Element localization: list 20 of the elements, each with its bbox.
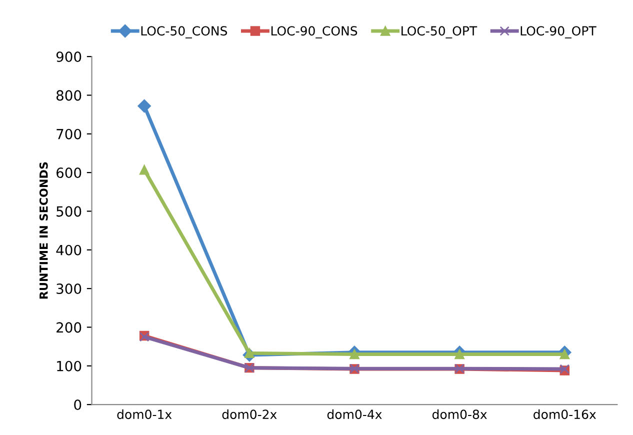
x-tick-label: dom0-1x	[117, 409, 172, 420]
x-tick-label: dom0-8x	[432, 409, 487, 420]
x-tick-label: dom0-16x	[534, 409, 596, 420]
y-tick-label: 400	[56, 244, 82, 256]
y-tick-label: 300	[56, 284, 82, 294]
y-tick-label: 800	[56, 90, 82, 101]
y-tick-label: 0	[74, 400, 82, 410]
legend-label: LOC-90_OPT	[520, 26, 596, 38]
y-tick-label: 900	[56, 52, 82, 62]
y-tick-label: 500	[56, 206, 82, 217]
y-tick-label: 100	[57, 360, 82, 372]
y-tick-label: 200	[56, 322, 82, 333]
legend-label: LOC-90_CONS	[271, 26, 358, 38]
x-tick-label: dom0-2x	[222, 409, 277, 420]
y-tick-label: 600	[56, 168, 82, 178]
legend-label: LOC-50_OPT	[402, 26, 478, 38]
x-tick-label: dom0-4x	[327, 409, 382, 420]
y-tick-label: 700	[56, 128, 82, 140]
legend-label: LOC-50_CONS	[141, 26, 228, 38]
y-axis-title: RUNTIME IN SECONDS	[39, 162, 48, 299]
